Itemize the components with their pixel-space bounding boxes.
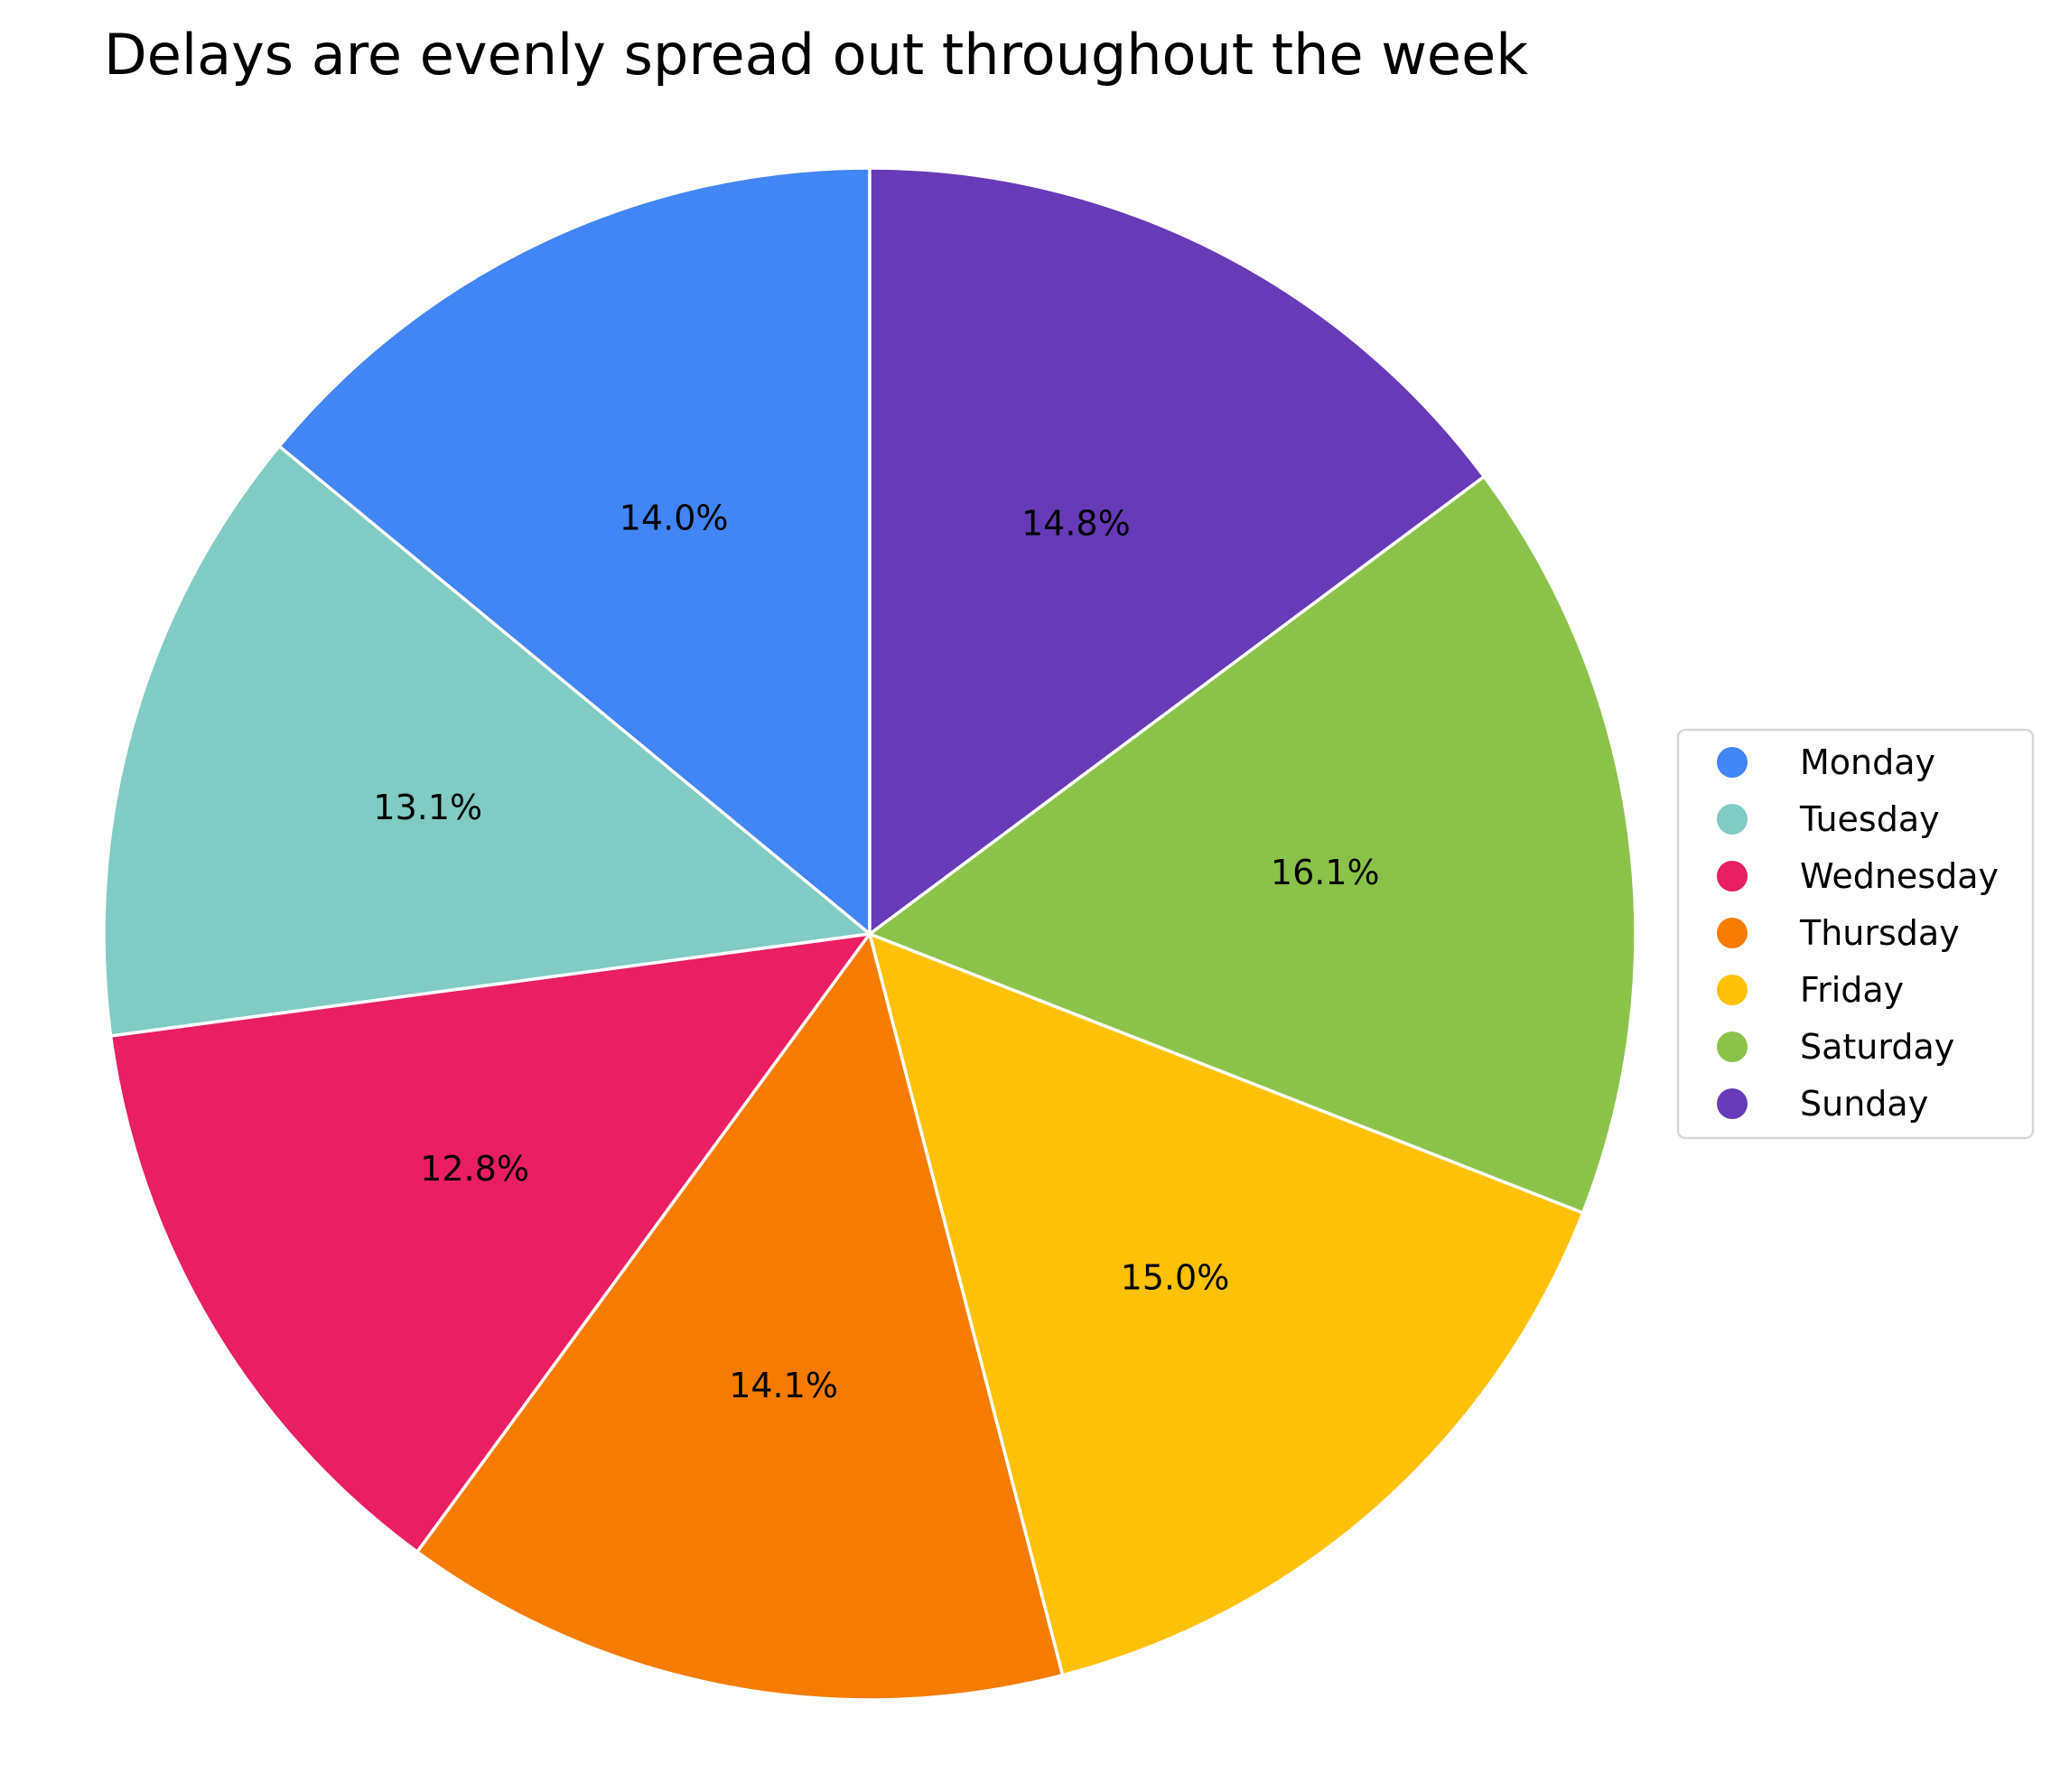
slice-label-saturday: 16.1% — [1271, 853, 1380, 892]
legend-marker-monday — [1717, 747, 1748, 778]
legend-item-sunday: Sunday — [1717, 1084, 1928, 1124]
legend-item-thursday: Thursday — [1717, 913, 1960, 953]
legend: Monday Tuesday Wednesday Thursday Friday Satu… — [1676, 728, 2035, 1140]
legend-label-tuesday: Tuesday — [1799, 799, 1940, 839]
pie-slice-sunday — [868, 166, 1486, 936]
legend-item-saturday: Saturday — [1717, 1027, 1954, 1067]
legend-label-sunday: Sunday — [1800, 1084, 1928, 1124]
legend-frame — [1676, 728, 2035, 1140]
slice-label-wednesday: 12.8% — [420, 1149, 529, 1189]
legend-item-wednesday: Wednesday — [1717, 856, 1999, 896]
legend-items: Monday Tuesday Wednesday Thursday Friday Satu… — [1717, 742, 1999, 1124]
slice-label-monday: 14.0% — [620, 499, 729, 538]
legend-item-monday: Monday — [1717, 742, 1935, 782]
legend-label-monday: Monday — [1800, 742, 1935, 782]
legend-marker-tuesday — [1717, 804, 1748, 835]
pie-slices — [102, 166, 1637, 1702]
pie-slice-tuesday — [102, 444, 872, 1038]
pie-slice-thursday — [415, 932, 1065, 1702]
slice-label-sunday: 14.8% — [1021, 503, 1131, 543]
legend-label-thursday: Thursday — [1799, 913, 1960, 953]
legend-marker-thursday — [1717, 918, 1748, 948]
pie-slice-saturday — [868, 474, 1637, 1215]
legend-marker-friday — [1717, 975, 1748, 1005]
pie-slice-labels: 14.0% 13.1% 12.8% 14.1% 15.0% 16.1% 14.8% — [373, 499, 1379, 1405]
slice-label-thursday: 14.1% — [729, 1366, 838, 1405]
legend-marker-wednesday — [1717, 861, 1748, 891]
legend-item-tuesday: Tuesday — [1717, 799, 1940, 839]
pie-slice-friday — [868, 932, 1585, 1677]
legend-marker-sunday — [1717, 1088, 1748, 1119]
slice-label-tuesday: 13.1% — [373, 788, 482, 827]
legend-label-wednesday: Wednesday — [1800, 856, 1999, 896]
legend-item-friday: Friday — [1717, 970, 1904, 1010]
legend-label-saturday: Saturday — [1800, 1027, 1954, 1067]
legend-marker-saturday — [1717, 1031, 1748, 1062]
slice-label-friday: 15.0% — [1121, 1257, 1230, 1297]
chart-title: Delays are evenly spread out throughout … — [104, 22, 1528, 88]
legend-label-friday: Friday — [1800, 970, 1904, 1010]
pie-slice-monday — [277, 166, 872, 936]
pie-slice-wednesday — [108, 932, 872, 1554]
